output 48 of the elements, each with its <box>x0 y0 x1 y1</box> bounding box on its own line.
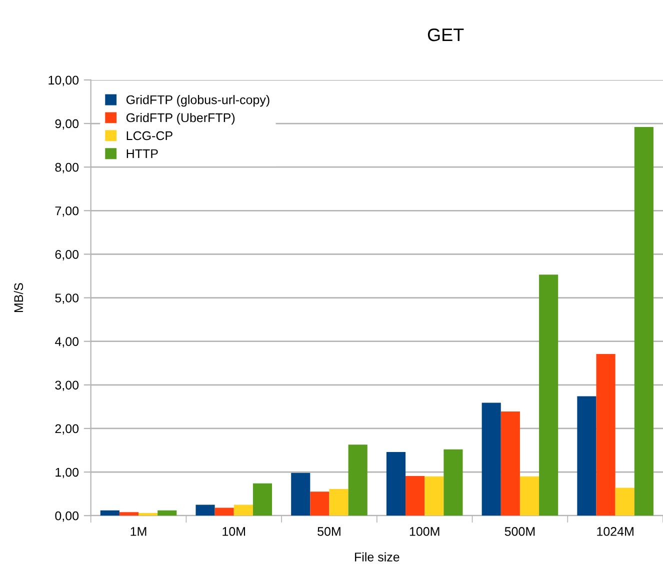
y-tick-label: 2,00 <box>55 424 79 435</box>
y-tick-label: 4,00 <box>54 337 79 348</box>
bar <box>444 449 463 516</box>
y-tick-label: 7,00 <box>55 206 79 217</box>
y-tick-label: 0,00 <box>55 511 79 522</box>
bar <box>520 476 540 516</box>
bar <box>291 472 310 516</box>
legend-label: GridFTP (UberFTP) <box>126 112 235 125</box>
legend-label: LCG-CP <box>126 131 172 140</box>
chart-title: GET <box>428 28 464 42</box>
bar <box>158 510 177 516</box>
y-tick-label: 5,00 <box>55 294 79 304</box>
bar <box>500 411 520 516</box>
x-tick-label: 100M <box>410 527 440 536</box>
bar <box>482 402 501 516</box>
bar <box>386 452 406 516</box>
bar <box>615 488 634 516</box>
bar <box>634 126 654 516</box>
y-axis-title: MB/S <box>14 283 24 312</box>
bar <box>329 489 348 516</box>
x-tick-label: 500M <box>504 527 535 536</box>
bar <box>100 510 120 516</box>
x-axis-title: File size <box>355 552 400 562</box>
y-tick-label: 1,00 <box>56 468 79 478</box>
y-tick-label: 10,00 <box>48 76 79 86</box>
y-tick-label: 9,00 <box>55 119 79 130</box>
x-tick-label: 10M <box>222 527 246 536</box>
bar <box>596 354 616 516</box>
bar <box>539 274 558 516</box>
x-tick-label: 1024M <box>597 527 634 536</box>
bar <box>310 492 330 516</box>
y-tick-label: 8,00 <box>55 162 79 174</box>
bar <box>348 444 368 516</box>
bar <box>424 476 444 516</box>
y-tick-label: 6,00 <box>55 250 79 260</box>
bar <box>138 513 158 516</box>
bar <box>196 504 215 516</box>
bar <box>119 512 139 516</box>
x-tick-label: 50M <box>318 527 340 536</box>
bar <box>406 476 425 516</box>
bar <box>252 483 272 516</box>
bar <box>214 508 234 516</box>
legend-label: HTTP <box>126 149 158 158</box>
bar <box>234 504 253 516</box>
bar <box>577 396 596 516</box>
x-tick-label: 1M <box>130 527 146 536</box>
y-tick-label: 3,00 <box>55 380 79 392</box>
legend-label: GridFTP (globus-url-copy) <box>126 95 270 107</box>
